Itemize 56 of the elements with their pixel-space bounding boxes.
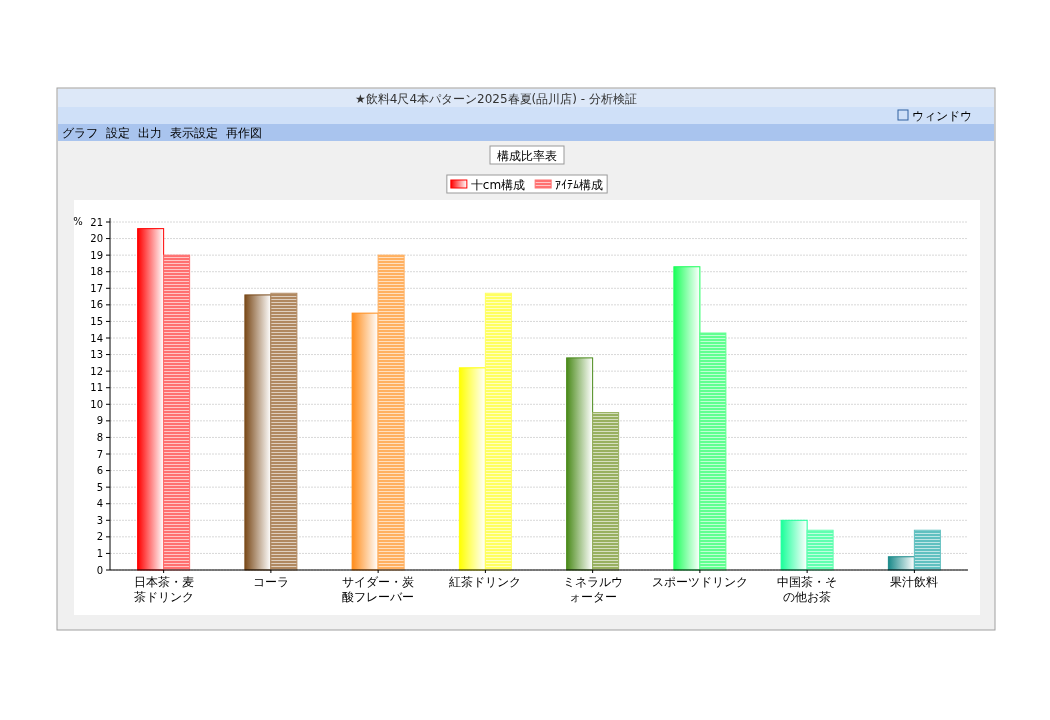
y-tick-label: 7 (96, 448, 103, 460)
text: 再作図 (226, 126, 262, 140)
x-tick-label: 果汁飲料 (890, 575, 939, 589)
legend-label: ｱｲﾃﾑ構成 (555, 177, 604, 192)
bar (137, 228, 165, 571)
y-tick-label: 17 (90, 282, 103, 294)
bar (806, 529, 834, 571)
y-tick-label: 15 (90, 315, 103, 327)
y-tick-label: 20 (90, 233, 103, 245)
bar (270, 292, 298, 571)
bar (458, 367, 486, 571)
bar (351, 312, 379, 571)
y-tick-label: 0 (96, 564, 103, 576)
y-tick-label: 8 (96, 431, 103, 443)
bar (780, 519, 808, 571)
y-tick-label: 21 (90, 216, 103, 228)
legend-label: 十cm構成 (470, 177, 526, 192)
bar (913, 529, 941, 571)
bar (484, 292, 512, 571)
y-tick-label: 14 (90, 332, 103, 344)
x-tick-label: サイダー・炭酸フレーバー (342, 575, 415, 604)
y-axis-title: % (73, 216, 83, 227)
y-tick-label: 6 (96, 465, 103, 477)
x-tick-label: 紅茶ドリンク (449, 575, 522, 589)
bar (592, 412, 620, 571)
text: 設定 (106, 126, 130, 140)
x-tick-label: ミネラルウォーター (562, 575, 623, 604)
bar (673, 266, 701, 571)
y-tick-label: 18 (90, 266, 103, 278)
y-tick-label: 13 (90, 349, 103, 361)
bar (377, 254, 405, 571)
y-tick-label: 4 (96, 498, 103, 510)
y-tick-label: 9 (96, 415, 103, 427)
x-tick-label: コーラ (252, 575, 289, 589)
x-tick-label: スポーツドリンク (651, 575, 748, 589)
y-tick-label: 11 (90, 382, 103, 394)
y-tick-label: 16 (90, 299, 103, 311)
bar (163, 254, 191, 571)
y-tick-label: 12 (90, 365, 103, 377)
y-tick-label: 3 (96, 514, 103, 526)
x-tick-label: 中国茶・その他お茶 (777, 575, 838, 604)
chart-title: ★飲料4尺4本パターン2025春夏(品川店) - 分析検証 (355, 92, 637, 106)
text: グラフ (62, 126, 98, 140)
bar (244, 294, 272, 571)
y-tick-label: 5 (96, 481, 103, 493)
y-tick-label: 19 (90, 249, 103, 261)
text: 表示設定 (170, 126, 218, 140)
text: 構成比率表 (497, 149, 557, 163)
text: 出力 (138, 126, 162, 140)
bar (699, 332, 727, 571)
text: ウィンドウ (912, 109, 972, 123)
x-tick-label: 日本茶・麦茶ドリンク (133, 575, 194, 604)
bar (566, 357, 594, 571)
y-tick-label: 10 (90, 398, 103, 410)
y-tick-label: 1 (96, 547, 103, 559)
y-tick-label: 2 (96, 531, 103, 543)
